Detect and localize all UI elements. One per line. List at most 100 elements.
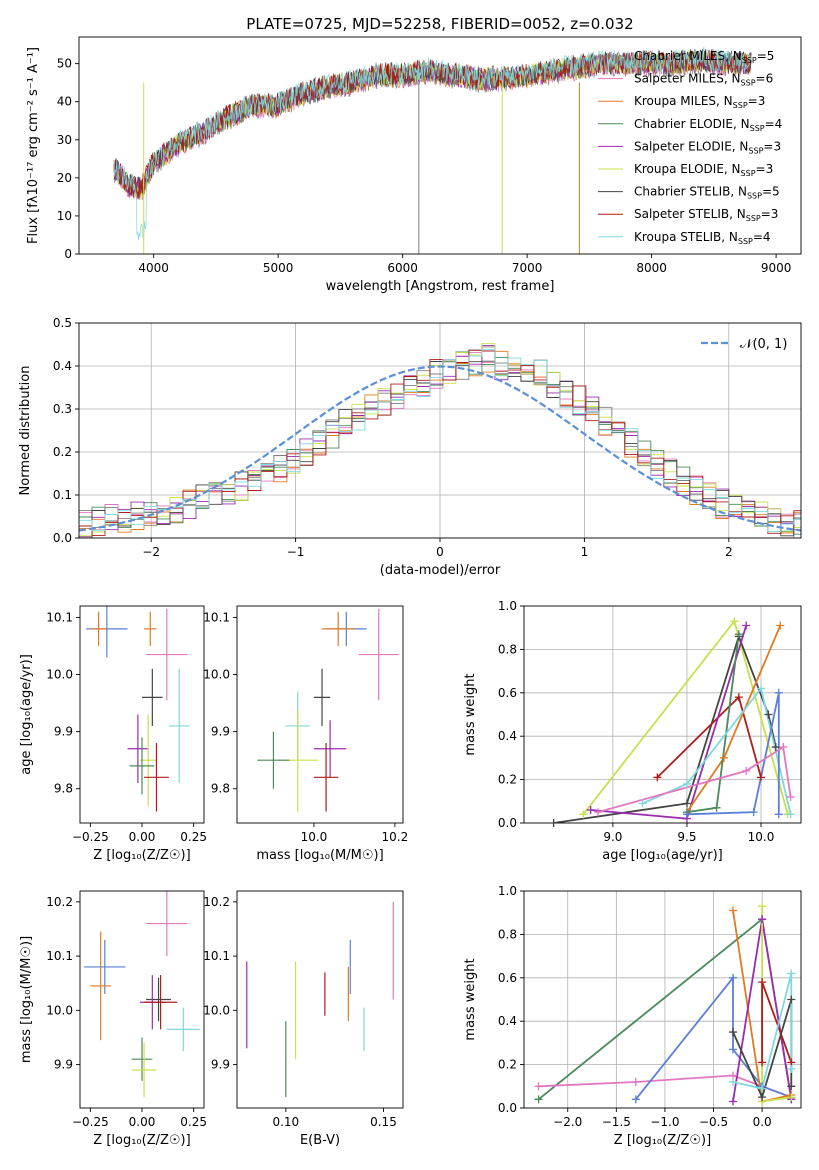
x-axis-label: wavelength [Angstrom, rest frame] bbox=[326, 279, 555, 294]
x-tick-label: 9000 bbox=[761, 261, 792, 275]
legend-text: Chabrier ELODIE, N bbox=[634, 117, 750, 131]
y-tick-label: 10.1 bbox=[203, 610, 230, 624]
legend-label: Chabrier MILES, NSSP=5 bbox=[634, 49, 774, 65]
y-tick-label: 10.0 bbox=[46, 1003, 73, 1017]
legend-suffix: =6 bbox=[756, 72, 774, 86]
weight-marker bbox=[719, 753, 728, 762]
plot-area bbox=[246, 901, 394, 1098]
y-tick-label: 20 bbox=[57, 171, 72, 185]
legend-suffix: =4 bbox=[765, 117, 783, 131]
legend-label: Salpeter STELIB, NSSP=3 bbox=[634, 207, 778, 223]
spectrum-line bbox=[113, 49, 752, 199]
y-tick-label: 0.0 bbox=[498, 816, 517, 830]
axes-frame bbox=[236, 605, 404, 824]
x-tick-label: 0.25 bbox=[180, 830, 207, 844]
plot-z-age: −0.25 0.00 0.25 9.8 9.9 10.0 10.1 Z [log₁₀(Z/Z☉… bbox=[19, 605, 207, 863]
x-axis-label: (data-model)/error bbox=[380, 563, 501, 578]
weight-marker bbox=[758, 902, 767, 911]
weight-marker bbox=[774, 688, 783, 697]
y-tick-label: 10.2 bbox=[203, 895, 230, 909]
y-tick-label: 50 bbox=[57, 57, 72, 71]
x-axis-label: Z [log₁₀(Z/Z☉)] bbox=[614, 1133, 711, 1148]
legend-label: Salpeter MILES, NSSP=6 bbox=[634, 72, 773, 88]
weight-marker bbox=[774, 810, 783, 819]
figure-title: PLATE=0725, MJD=52258, FIBERID=0052, z=0… bbox=[246, 15, 633, 33]
axes-frame bbox=[523, 890, 802, 1109]
legend-label: Kroupa STELIB, NSSP=4 bbox=[634, 230, 771, 246]
weight-marker bbox=[758, 1058, 767, 1067]
y-tick-label: 10.0 bbox=[203, 1003, 230, 1017]
normal-curve bbox=[79, 365, 801, 532]
y-tick-label: 1.0 bbox=[498, 884, 517, 898]
legend-suffix: =3 bbox=[756, 162, 774, 176]
y-tick-label: 0.4 bbox=[498, 1014, 517, 1028]
weight-marker bbox=[682, 810, 691, 819]
legend-sub: SSP bbox=[741, 79, 756, 88]
legend-sub: SSP bbox=[742, 56, 757, 65]
x-tick-label: −0.25 bbox=[72, 830, 109, 844]
x-axis-label: Z [log₁₀(Z/Z☉)] bbox=[93, 1133, 190, 1148]
y-tick-label: 0.6 bbox=[498, 686, 517, 700]
spectrum-line bbox=[113, 46, 752, 241]
weight-line bbox=[597, 745, 792, 813]
weight-marker bbox=[758, 1084, 767, 1093]
weight-marker bbox=[534, 1095, 543, 1104]
legend-sub: SSP bbox=[738, 237, 753, 246]
plot-area bbox=[524, 891, 801, 1108]
weight-marker bbox=[779, 743, 788, 752]
y-axis-label: mass weight bbox=[463, 958, 478, 1040]
weight-marker bbox=[586, 805, 595, 814]
weight-marker bbox=[730, 617, 739, 626]
weight-marker bbox=[786, 792, 795, 801]
y-tick-label: 40 bbox=[57, 95, 72, 109]
legend-text: Kroupa MILES, N bbox=[634, 94, 733, 108]
weight-marker bbox=[728, 906, 737, 915]
y-tick-label: 10.2 bbox=[46, 895, 73, 909]
y-tick-label: 10.0 bbox=[46, 668, 73, 682]
y-tick-label: 0.1 bbox=[53, 488, 72, 502]
weight-marker bbox=[787, 1093, 796, 1102]
weight-marker bbox=[742, 621, 751, 630]
weight-marker bbox=[728, 1028, 737, 1037]
weight-marker bbox=[757, 684, 766, 693]
weight-line bbox=[553, 633, 777, 823]
plot-residuals: −2 −1 0 1 2 0.0 0.1 0.2 0.3 0.4 0.5 (data-model)/er… bbox=[18, 316, 802, 578]
plot-area bbox=[79, 323, 801, 538]
legend-text: Chabrier STELIB, N bbox=[634, 185, 747, 199]
x-tick-label: 6000 bbox=[387, 261, 418, 275]
x-tick-label: 10.0 bbox=[748, 830, 775, 844]
legend-sub: SSP bbox=[733, 101, 748, 110]
legend-suffix: =5 bbox=[757, 49, 775, 63]
weight-marker bbox=[757, 773, 766, 782]
y-tick-label: 10.1 bbox=[46, 610, 73, 624]
x-tick-label: −1 bbox=[287, 545, 305, 559]
histogram-step bbox=[79, 349, 801, 536]
y-axis-label: Normed distribution bbox=[18, 366, 33, 496]
x-tick-label: 9.0 bbox=[603, 830, 622, 844]
legend-suffix: =3 bbox=[748, 94, 766, 108]
x-tick-label: 0.10 bbox=[272, 1115, 299, 1129]
plot-area bbox=[86, 606, 190, 812]
y-tick-label: 10.1 bbox=[203, 949, 230, 963]
x-tick-label: 2 bbox=[725, 545, 733, 559]
legend-text: Salpeter ELODIE, N bbox=[634, 139, 748, 153]
x-tick-label: 10.0 bbox=[301, 830, 328, 844]
weight-marker bbox=[787, 995, 796, 1004]
weight-marker bbox=[728, 1045, 737, 1054]
legend-text: Kroupa ELODIE, N bbox=[634, 162, 741, 176]
x-axis-label: Z [log₁₀(Z/Z☉)] bbox=[93, 848, 190, 863]
x-tick-label: 8000 bbox=[636, 261, 667, 275]
weight-marker bbox=[734, 693, 743, 702]
weight-marker bbox=[638, 799, 647, 808]
y-tick-label: 9.9 bbox=[211, 725, 230, 739]
y-tick-label: 0.0 bbox=[53, 531, 72, 545]
y-tick-label: 0.8 bbox=[498, 642, 517, 656]
x-axis-label: mass [log₁₀(M/M☉)] bbox=[256, 848, 383, 863]
plot-mass-age: 10.0 10.2 9.8 9.9 10.0 10.1 mass [log₁₀(M/M☉)] bbox=[203, 605, 409, 863]
x-tick-label: 10.2 bbox=[382, 830, 409, 844]
weight-marker bbox=[787, 1082, 796, 1091]
plot-age-weight: 9.0 9.5 10.0 0.0 0.2 0.4 0.6 0.8 1.0 age [log₁₀(a… bbox=[463, 599, 802, 863]
weight-marker bbox=[771, 743, 780, 752]
weight-marker bbox=[787, 969, 796, 978]
